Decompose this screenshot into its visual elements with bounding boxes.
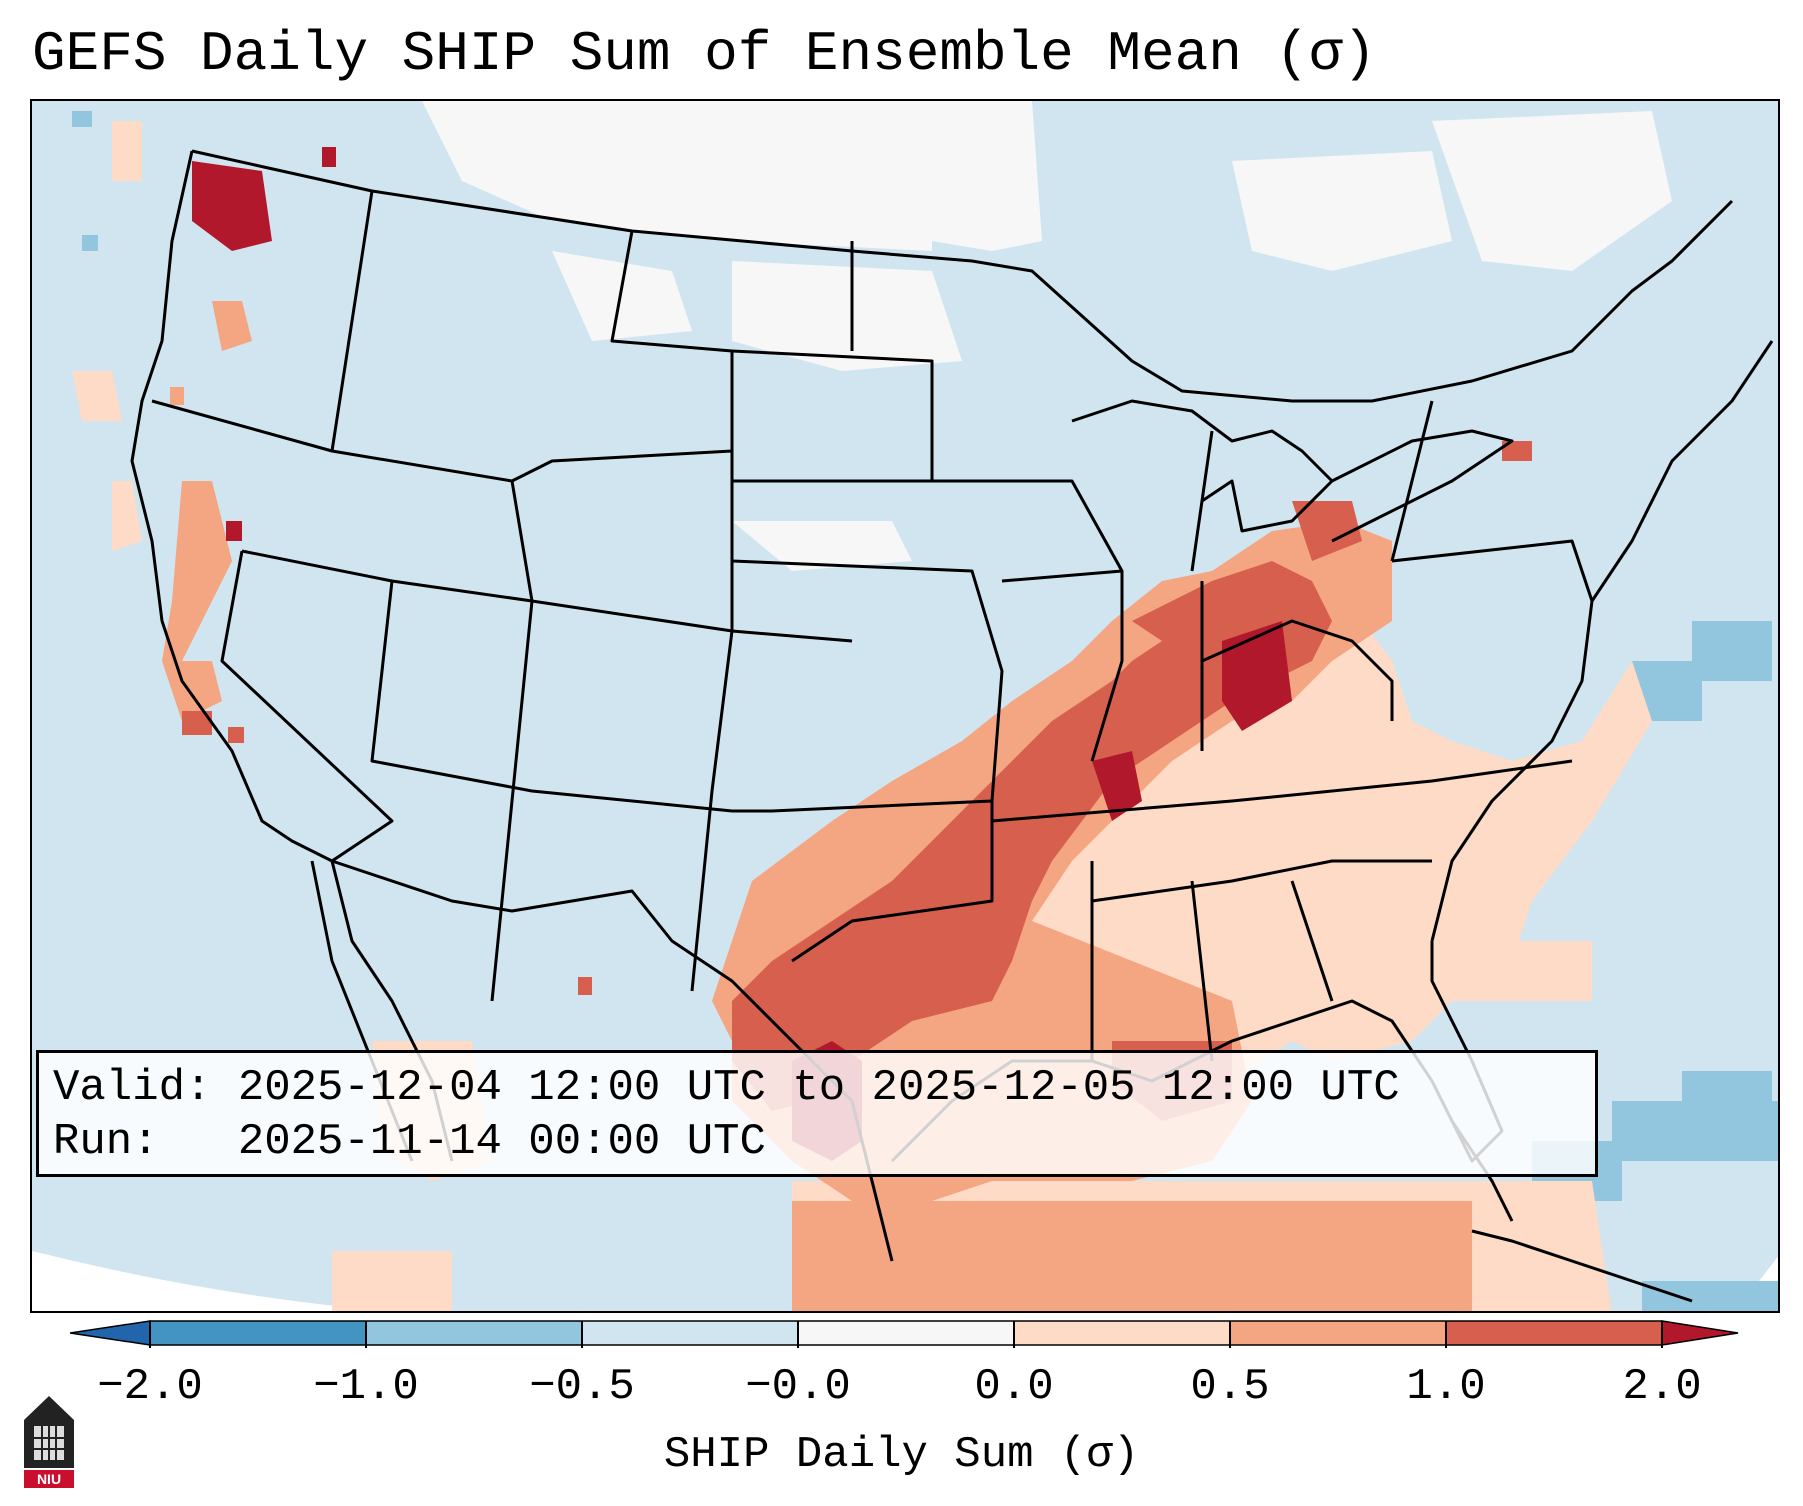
valid-row: Valid: 2025-12-04 12:00 UTC to 2025-12-0… (53, 1061, 1581, 1115)
niu-logo-icon: NIU (24, 1396, 74, 1488)
run-value: 2025-11-14 00:00 UTC (237, 1117, 766, 1167)
map-title: GEFS Daily SHIP Sum of Ensemble Mean (σ) (32, 22, 1377, 86)
colorbar-segment-4 (798, 1321, 1014, 1345)
colorbar-low-extend (70, 1320, 151, 1346)
canada-neutral-region (422, 101, 1672, 571)
svg-text:NIU: NIU (37, 1471, 61, 1487)
negative-anomaly-patches (72, 111, 1778, 1311)
colorbar-high-extend (1661, 1320, 1739, 1346)
colorbar-tick-label: 0.0 (974, 1362, 1054, 1412)
run-row: Run: 2025-11-14 00:00 UTC (53, 1115, 1581, 1169)
colorbar-tick-label: −0.5 (529, 1362, 635, 1412)
colorbar-tick-label: 1.0 (1406, 1362, 1486, 1412)
colorbar-tick-label: −1.0 (313, 1362, 419, 1412)
colorbar-segment-2 (366, 1321, 582, 1345)
colorbar-segment-7 (1446, 1321, 1662, 1345)
colorbar-segment-3 (582, 1321, 798, 1345)
colorbar-segment-6 (1230, 1321, 1446, 1345)
colorbar (70, 1320, 1739, 1348)
colorbar-tick-label: 0.5 (1190, 1362, 1270, 1412)
run-label: Run: (53, 1117, 159, 1167)
valid-label: Valid: (53, 1063, 212, 1113)
colorbar-tick-label: −2.0 (97, 1362, 203, 1412)
colorbar-tick-label: −0.0 (745, 1362, 851, 1412)
colorbar-tick-label: 2.0 (1622, 1362, 1702, 1412)
valid-value: 2025-12-04 12:00 UTC to 2025-12-05 12:00… (237, 1063, 1400, 1113)
colorbar-segment-1 (150, 1321, 366, 1345)
valid-run-info-box: Valid: 2025-12-04 12:00 UTC to 2025-12-0… (36, 1050, 1598, 1177)
colorbar-label: SHIP Daily Sum (σ) (663, 1430, 1140, 1480)
colorbar-segment-5 (1014, 1321, 1230, 1345)
